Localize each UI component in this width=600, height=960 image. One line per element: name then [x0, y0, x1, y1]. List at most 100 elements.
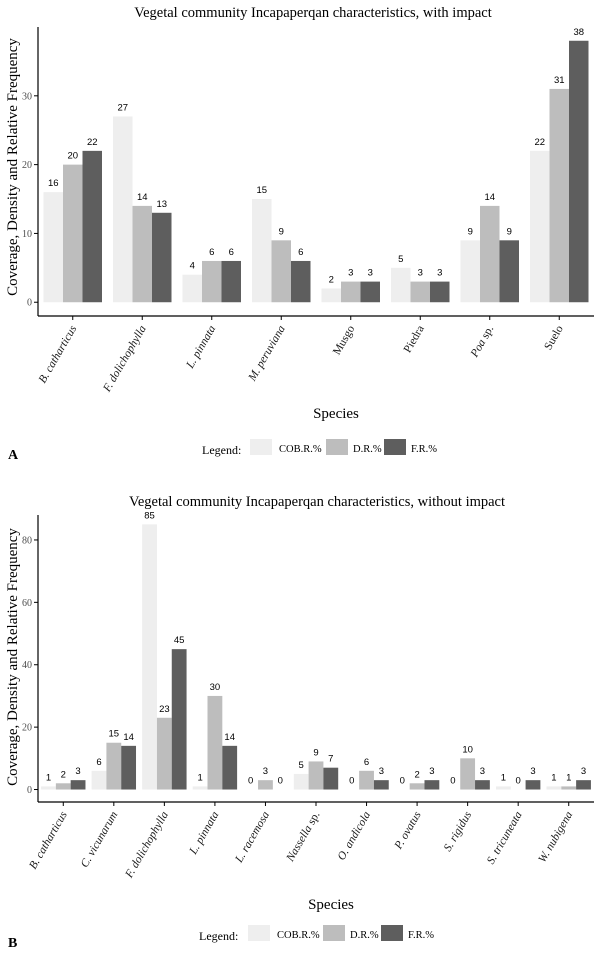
- panel-a-bar-b-catharticus-f-r: [82, 150, 102, 303]
- panel-b-category-name: C. vicunarum: [79, 810, 121, 870]
- panel-a-y-tick-label-0: 0: [27, 298, 32, 309]
- panel-b-category-label-o-andicola: O. andicola: [336, 809, 374, 862]
- panel-b-legend-swatch-cob: [248, 925, 270, 941]
- panel-a-data-label-musgo-cob-r: 2: [329, 274, 334, 285]
- panel-b-data-label-l-pinnata-cob-r: 1: [197, 772, 202, 783]
- panel-b-chart: Vegetal community Incapaperqan character…: [5, 494, 594, 951]
- panel-a-data-label-b-catharticus-f-r: 22: [87, 137, 98, 148]
- panel-a-y-tick-label-20: 20: [22, 160, 32, 171]
- panel-b-bar-nassella-f-r: [323, 767, 339, 790]
- panel-a-data-label-b-catharticus-d-r: 20: [67, 151, 78, 162]
- panel-b-category-name: F. dolichophylla: [123, 809, 171, 881]
- panel-a-data-label-l-pinnata-d-r: 6: [209, 247, 214, 258]
- panel-b-legend-swatch-dr: [323, 925, 345, 941]
- panel-b-bar-l-pinnata-cob-r: [192, 786, 208, 790]
- panel-b-bar-b-catharticus-d-r: [55, 783, 71, 790]
- panel-a-category-label-f-dolichophylla: F. dolichophylla: [101, 323, 149, 395]
- panel-a-data-label-m-peruviana-f-r: 6: [298, 247, 303, 258]
- panel-a-bar-suelo-d-r: [549, 88, 569, 303]
- panel-b-data-label-b-catharticus-f-r: 3: [75, 766, 80, 777]
- panel-b-category-label-c-vicunarum: C. vicunarum: [79, 810, 121, 870]
- panel-a-category-label-musgo: Musgo: [331, 323, 357, 357]
- panel-a-category-name: Piedra: [402, 324, 427, 355]
- panel-b-category-label-p-ovatus: P. ovatus: [392, 809, 424, 852]
- panel-a-bar-b-catharticus-cob-r: [43, 192, 63, 303]
- panel-b-legend-label-dr: D.R.%: [350, 930, 379, 941]
- panel-b-letter: B: [8, 936, 17, 951]
- panel-a-category-label-b-catharticus: B. catharticus: [37, 323, 80, 385]
- panel-b-data-label-o-andicola-d-r: 6: [364, 757, 369, 768]
- panel-b-bar-f-dolichophylla-cob-r: [142, 524, 157, 790]
- panel-b-data-label-s-tricuneata-f-r: 3: [530, 766, 535, 777]
- panel-b-category-label-w-nubigena: W. nubigena: [536, 809, 575, 865]
- panel-b-data-label-s-rigidus-cob-r: 0: [450, 776, 455, 787]
- panel-b-legend-swatch-fr: [381, 925, 403, 941]
- panel-b-data-label-b-catharticus-cob-r: 1: [46, 772, 51, 783]
- panel-a-data-label-suelo-cob-r: 22: [534, 137, 545, 148]
- panel-a-category-name: B. catharticus: [37, 323, 80, 385]
- panel-a-bar-piedra-f-r: [430, 281, 450, 303]
- panel-a-bar-musgo-f-r: [360, 281, 380, 303]
- panel-a-data-label-suelo-f-r: 38: [573, 27, 584, 38]
- panel-a-bar-piedra-d-r: [410, 281, 430, 303]
- panel-a-data-label-piedra-d-r: 3: [418, 268, 423, 279]
- panel-b-bar-w-nubigena-f-r: [576, 780, 591, 790]
- panel-b-data-label-f-dolichophylla-cob-r: 85: [144, 510, 155, 521]
- panel-b-y-tick-label-0: 0: [27, 785, 32, 796]
- panel-a-bar-f-dolichophylla-d-r: [132, 205, 152, 303]
- panel-a-bar-m-peruviana-d-r: [271, 240, 291, 303]
- panel-b-bar-nassella-d-r: [308, 761, 324, 790]
- panel-b-data-label-p-ovatus-d-r: 2: [414, 769, 419, 780]
- panel-a-bar-musgo-cob-r: [321, 288, 341, 303]
- panel-b-bar-l-pinnata-f-r: [222, 745, 238, 790]
- panel-b-bar-l-pinnata-d-r: [207, 695, 223, 790]
- panel-a-data-label-poa-f-r: 9: [507, 226, 512, 237]
- panel-b-data-label-w-nubigena-cob-r: 1: [551, 772, 556, 783]
- panel-a-category-name: M. peruviana: [246, 323, 288, 384]
- panel-b-data-label-c-vicunarum-d-r: 15: [109, 729, 120, 740]
- panel-b-bar-p-ovatus-d-r: [409, 783, 425, 790]
- panel-b-data-label-l-pinnata-f-r: 14: [224, 732, 235, 743]
- panel-b-legend-title: Legend:: [199, 929, 238, 943]
- panel-b-data-label-s-rigidus-f-r: 3: [480, 766, 485, 777]
- panel-b-category-name: P. ovatus: [392, 809, 424, 852]
- panel-b-category-label-nassella: Nassella sp.: [284, 809, 323, 864]
- panel-b-data-label-p-ovatus-cob-r: 0: [400, 776, 405, 787]
- panel-b-bar-s-tricuneata-cob-r: [495, 786, 511, 790]
- panel-a-data-label-suelo-d-r: 31: [554, 75, 565, 86]
- panel-b-category-label-s-tricuneata: S. tricuneata: [485, 809, 525, 866]
- panel-a-data-label-b-catharticus-cob-r: 16: [48, 178, 59, 189]
- panel-a-category-name: Musgo: [331, 323, 357, 357]
- panel-b-data-label-w-nubigena-f-r: 3: [581, 766, 586, 777]
- panel-b-legend-label-fr: F.R.%: [408, 930, 434, 941]
- panel-a-legend-label-cob: COB.R.%: [279, 444, 322, 455]
- panel-a-legend-swatch-cob: [250, 439, 272, 455]
- panel-b-bar-p-ovatus-f-r: [424, 780, 440, 790]
- panel-a-data-label-f-dolichophylla-d-r: 14: [137, 192, 148, 203]
- panel-b-x-axis-title: Species: [308, 897, 354, 913]
- panel-a-category-name: F. dolichophylla: [101, 323, 149, 395]
- panel-a-bar-m-peruviana-f-r: [291, 260, 311, 303]
- panel-a-data-label-musgo-d-r: 3: [348, 268, 353, 279]
- panel-a-bar-m-peruviana-cob-r: [252, 199, 272, 303]
- panel-a-y-tick-label-10: 10: [22, 229, 32, 240]
- panel-b-bar-nassella-cob-r: [293, 773, 309, 790]
- panel-a-data-label-poa-cob-r: 9: [468, 226, 473, 237]
- panel-a-bar-f-dolichophylla-cob-r: [113, 116, 133, 303]
- panel-a-bar-l-pinnata-cob-r: [182, 274, 202, 303]
- panel-b-bar-w-nubigena-d-r: [561, 786, 577, 790]
- panel-b-y-tick-label-60: 60: [22, 598, 32, 609]
- panel-a-y-tick-label-30: 30: [22, 91, 32, 102]
- panel-a-bar-l-pinnata-d-r: [202, 260, 222, 303]
- panel-b-bar-s-tricuneata-f-r: [525, 780, 541, 790]
- panel-b-data-label-o-andicola-f-r: 3: [379, 766, 384, 777]
- panel-a-title: Vegetal community Incapaperqan character…: [134, 5, 492, 21]
- panel-a-bar-suelo-f-r: [569, 40, 589, 303]
- panel-b-data-label-o-andicola-cob-r: 0: [349, 776, 354, 787]
- panel-b-category-name: S. rigidus: [442, 809, 475, 854]
- panel-b-y-tick-label-80: 80: [22, 535, 32, 546]
- panel-a-bar-piedra-cob-r: [391, 267, 411, 303]
- panel-b-data-label-w-nubigena-d-r: 1: [566, 772, 571, 783]
- panel-b-data-label-nassella-cob-r: 5: [299, 760, 304, 771]
